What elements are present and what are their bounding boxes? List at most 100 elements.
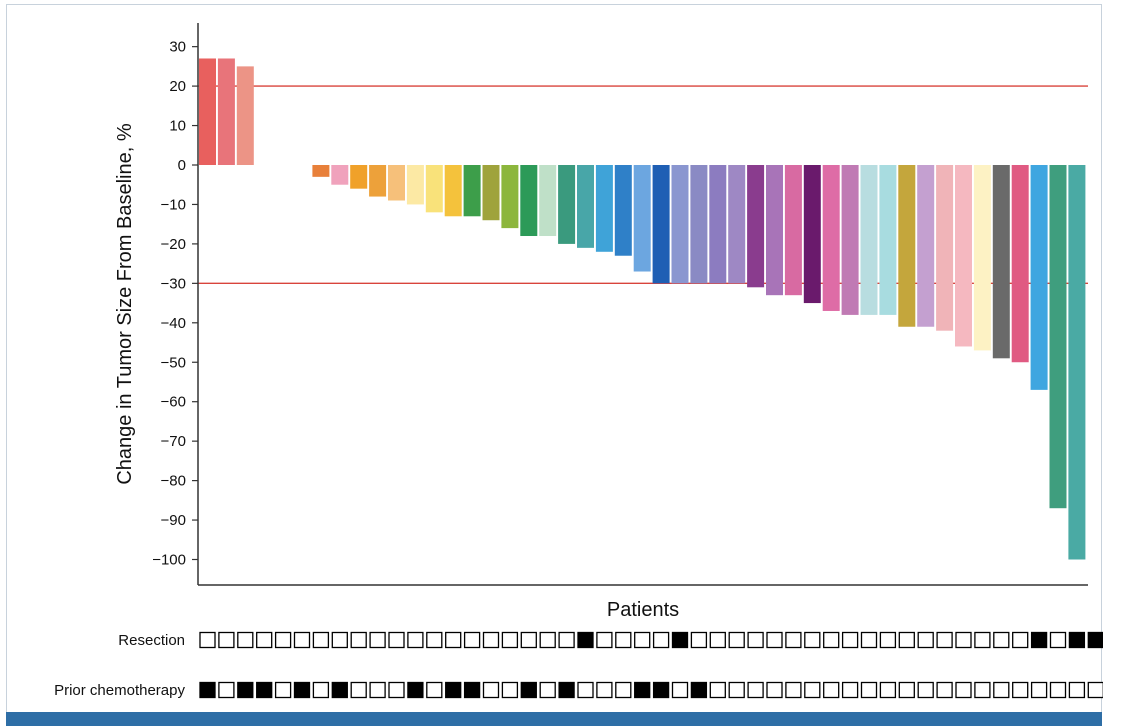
annotation-box [955,631,972,649]
annotation-box [463,681,481,699]
annotation-box [388,681,405,699]
annotation-box [974,681,991,699]
bar [728,165,746,284]
annotation-box [1068,681,1086,699]
bar [633,165,651,272]
annotation-box [445,631,462,649]
annotation-box [804,631,821,649]
annotation-box [1030,681,1048,699]
y-tick-label: 30 [169,39,186,56]
y-tick-label: 20 [169,78,186,95]
bar [879,165,897,315]
annotation-box [407,631,424,649]
bar [539,165,557,237]
annotation-box [501,631,519,649]
bar [501,165,519,229]
annotation-box [671,631,689,649]
bar [898,165,916,327]
bar [936,165,954,331]
annotation-box [728,681,745,699]
bar [520,165,538,237]
annotation-box [690,631,708,649]
annotation-box [1087,631,1104,649]
bar [1011,165,1029,363]
annotation-box [917,681,934,699]
annotation-box [388,631,405,649]
bar [312,165,330,177]
annotation-box [331,681,348,699]
y-tick-label: −90 [161,512,186,529]
annotation-box [312,631,330,649]
annotation-box [634,681,651,699]
annotation-box [577,681,594,699]
annotation-box [1012,681,1029,699]
annotation-box [350,631,367,649]
y-tick-label: −70 [161,433,186,450]
annotation-box [841,681,859,699]
annotation-box [652,631,670,649]
bar [747,165,765,288]
y-ticks: 30 20 10 0 −10 −20 −30 −40 −50 −60 −70 −80 −90 −100 [152,39,198,569]
bar [558,165,576,244]
annotation-box [1030,631,1048,649]
bottom-accent-bar [6,712,1102,726]
annotation-box [728,631,745,649]
bar [671,165,689,284]
annotation-box [766,681,783,699]
annotation-box [558,631,575,649]
y-tick-label: 10 [169,118,186,135]
bar [803,165,821,304]
annotation-box [823,631,840,649]
annotation-box [955,681,972,699]
annotation-row-label: Resection [118,632,185,649]
annotation-box [785,631,802,649]
annotation-box [369,631,386,649]
annotation-box [993,631,1010,649]
y-tick-label: −50 [161,354,186,371]
bar [973,165,991,351]
annotation-box [860,681,878,699]
annotation-box [974,631,991,649]
annotation-box [615,631,632,649]
y-tick-label: 0 [178,157,186,174]
annotation-box [1087,681,1104,699]
annotation-box [350,681,367,699]
annotation-box [879,631,897,649]
annotation-box [274,631,292,649]
annotation-box [445,681,462,699]
annotation-box [709,681,726,699]
waterfall-chart: 30 20 10 0 −10 −20 −30 −40 −50 −60 −70 −80 −90 −100 C… [54,23,1104,699]
bar [463,165,481,217]
annotation-box [218,631,235,649]
annotation-box [539,681,556,699]
bar [236,66,254,165]
bar [482,165,500,221]
annotation-box [879,681,897,699]
bar [860,165,878,315]
annotation-box [331,631,348,649]
axes [197,23,1088,586]
annotation-box [577,631,594,649]
bar [217,58,235,165]
annotation-box [652,681,670,699]
annotation-box [860,631,878,649]
bar [388,165,405,201]
annotation-box [256,681,273,699]
annotation-box [1049,681,1067,699]
annotation-box [936,681,953,699]
annotation-box [709,631,726,649]
annotation-box [1049,631,1067,649]
annotation-box [199,631,216,649]
y-axis-label: Change in Tumor Size From Baseline, % [114,123,136,484]
annotation-box [426,631,443,649]
annotation-box [407,681,424,699]
annotation-box [369,681,386,699]
annotation-box [237,681,254,699]
bar [406,165,424,205]
bar [917,165,935,327]
bar [1049,165,1067,509]
bar [955,165,972,347]
bar [199,58,216,165]
annotation-row-label: Prior chemotherapy [54,682,185,699]
y-tick-label: −10 [161,196,186,213]
